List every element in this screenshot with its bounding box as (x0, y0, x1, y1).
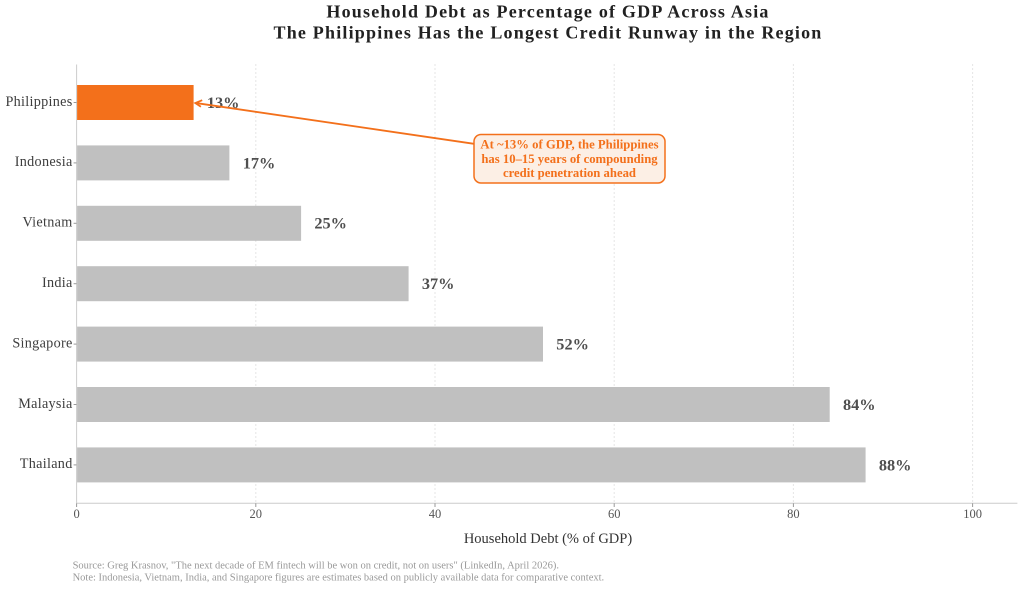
svg-text:Malaysia: Malaysia (18, 396, 73, 412)
svg-text:84%: 84% (843, 395, 876, 414)
svg-text:13%: 13% (207, 93, 240, 112)
svg-text:has 10–15 years of compounding: has 10–15 years of compounding (481, 152, 658, 166)
svg-text:20: 20 (250, 507, 263, 521)
svg-text:88%: 88% (879, 455, 912, 474)
svg-text:India: India (42, 275, 73, 291)
svg-text:At ~13% of GDP, the Philippine: At ~13% of GDP, the Philippines (480, 138, 658, 152)
svg-text:Household Debt (% of GDP): Household Debt (% of GDP) (464, 531, 633, 547)
svg-text:Indonesia: Indonesia (15, 154, 73, 170)
svg-text:52%: 52% (556, 335, 589, 354)
svg-text:Vietnam: Vietnam (22, 215, 72, 231)
svg-text:Household Debt as Percentage o: Household Debt as Percentage of GDP Acro… (326, 2, 769, 22)
svg-text:The Philippines Has the Longes: The Philippines Has the Longest Credit R… (273, 23, 822, 43)
svg-text:60: 60 (608, 507, 621, 521)
svg-text:40: 40 (429, 507, 442, 521)
svg-text:25%: 25% (314, 214, 347, 233)
svg-text:80: 80 (787, 507, 800, 521)
svg-text:Source: Greg Krasnov, "The nex: Source: Greg Krasnov, "The next decade o… (73, 561, 559, 572)
svg-text:37%: 37% (422, 274, 455, 293)
svg-text:credit penetration ahead: credit penetration ahead (503, 166, 636, 180)
svg-text:0: 0 (73, 507, 79, 521)
svg-text:Note: Indonesia, Vietnam, Indi: Note: Indonesia, Vietnam, India, and Sin… (73, 573, 605, 584)
svg-text:100: 100 (963, 507, 982, 521)
svg-text:Singapore: Singapore (12, 335, 72, 351)
svg-text:17%: 17% (243, 153, 276, 172)
svg-text:Thailand: Thailand (20, 456, 73, 472)
svg-text:Philippines: Philippines (5, 94, 72, 110)
